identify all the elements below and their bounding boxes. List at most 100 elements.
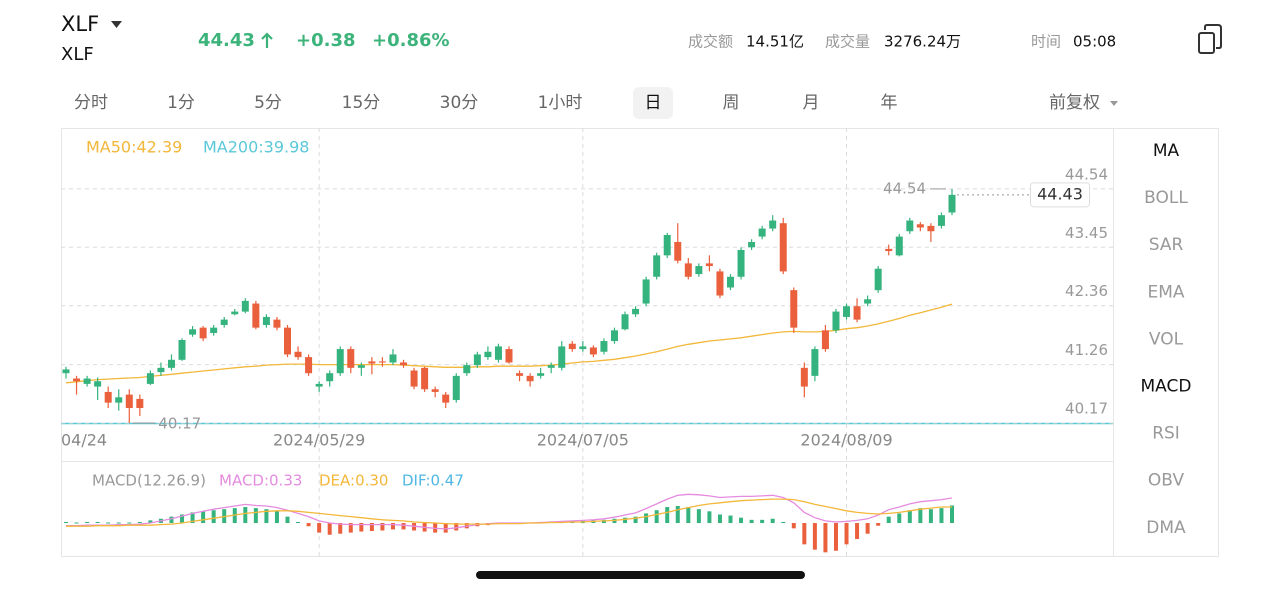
x-tick-label: 2024/07/05 [537,431,629,450]
candle-body [189,329,197,335]
candle-body [769,220,777,229]
macd-bar [749,519,754,524]
candle-body [400,362,408,366]
legend-item: MA50:42.39 [86,138,182,157]
stat-value: 14.51亿 [746,33,804,51]
candle-body [115,397,123,403]
candle-body [473,354,481,366]
stat-label: 成交额 [688,33,733,51]
macd-bar [253,508,258,524]
candle-body [505,349,513,363]
change-pct: +0.86% [372,30,450,51]
macd-bar [274,511,279,524]
price: 44.43 [198,30,255,51]
symbol[interactable]: XLF [61,12,99,36]
candle-body [83,378,91,384]
macd-bar [116,522,121,524]
macd-bar [791,523,796,529]
macd-bar [907,510,912,524]
macd-title: MACD(12.26.9) [92,472,206,490]
macd-bar [675,505,680,524]
period-tab[interactable]: 5分 [254,93,282,113]
candle-body [832,311,840,331]
indicator-tab[interactable]: MACD [1141,377,1192,397]
macd-bar [855,523,860,540]
candle-body [421,367,429,390]
high-marker-label: 44.54 [883,179,926,197]
candle-body [442,394,450,403]
indicator-tab[interactable]: EMA [1147,282,1184,302]
candle-body [431,389,439,392]
period-tab[interactable]: 1小时 [538,93,583,113]
indicator-tab[interactable]: RSI [1152,424,1180,444]
adjust-select[interactable]: 前复权 [1049,93,1100,113]
macd-bar [180,514,185,524]
period-tab[interactable]: 1分 [167,93,195,113]
candle-body [811,349,819,376]
candle-body [800,367,808,387]
macd-bar [865,523,870,534]
x-tick-label: 04/24 [61,431,107,450]
candle-body [916,224,924,228]
candle-body [632,308,640,315]
candle-body [674,241,682,261]
candle-body [568,343,576,350]
candle-body [600,341,608,352]
macd-bar [348,523,353,533]
macd-bar [928,509,933,524]
indicator-tab[interactable]: VOL [1149,329,1184,349]
indicator-tab[interactable]: BOLL [1144,188,1188,208]
indicator-tab[interactable]: SAR [1149,235,1184,255]
candle-body [516,373,524,376]
candle-body [895,236,903,256]
period-tab[interactable]: 周 [723,93,740,113]
period-tab[interactable]: 15分 [342,93,381,113]
candle-body [73,378,81,382]
candle-body [526,375,534,382]
candle-body [336,349,344,374]
period-tab[interactable]: 月 [803,93,820,113]
candle-body [705,263,713,267]
macd-bar [802,523,807,545]
period-tab[interactable]: 日 [645,93,662,113]
macd-bar [106,522,111,524]
stat-value: 05:08 [1073,33,1116,51]
candle-body [737,249,745,277]
candle-body [885,248,893,252]
macd-bar [296,521,301,524]
macd-bar [644,513,649,524]
macd-legend-item: MACD:0.33 [219,472,302,490]
adjust-caret[interactable] [1110,101,1118,106]
candle-body [642,279,650,304]
candle-body [537,373,545,376]
macd-bar [633,516,638,524]
stat-value: 3276.24万 [884,33,961,51]
candle-body [220,319,228,325]
candle-body [695,266,703,275]
indicator-tab[interactable]: OBV [1148,471,1185,491]
candle-body [874,268,882,291]
copy-icon[interactable] [1198,24,1222,54]
macd-bar [359,523,364,532]
candle-body [357,365,365,368]
macd-bar [950,505,954,524]
symbol-caret[interactable] [111,21,122,28]
candle-body [484,351,492,358]
period-tab[interactable]: 年 [881,93,898,113]
macd-bar [74,522,79,524]
macd-bar [64,521,68,524]
candle-body [326,373,334,382]
candle-body [927,225,935,232]
candle-body [125,394,133,409]
macd-bar [886,516,891,524]
macd-bar [327,523,332,535]
period-tab[interactable]: 分时 [74,93,108,113]
macd-line [66,498,952,527]
candle-body [558,346,566,368]
period-tab[interactable]: 30分 [440,93,479,113]
candle-body [906,220,914,232]
up-arrow [261,32,273,48]
indicator-tab[interactable]: MA [1153,141,1180,161]
indicator-tab[interactable]: DMA [1146,518,1186,538]
